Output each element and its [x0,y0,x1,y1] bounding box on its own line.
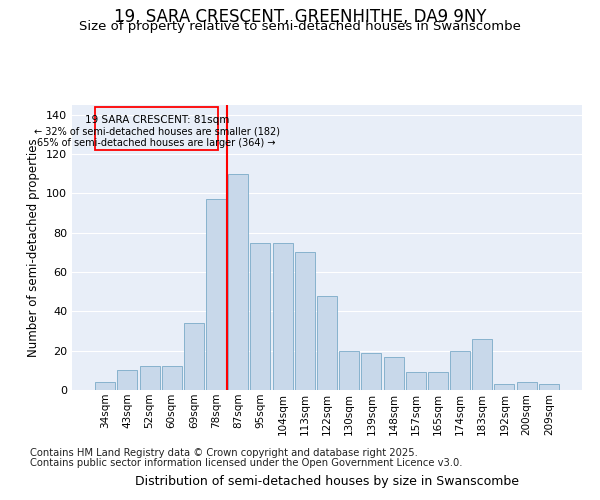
Text: 19, SARA CRESCENT, GREENHITHE, DA9 9NY: 19, SARA CRESCENT, GREENHITHE, DA9 9NY [114,8,486,26]
Bar [250,242,271,390]
Bar [118,370,137,390]
Bar [494,384,514,390]
Text: 65% of semi-detached houses are larger (364) →: 65% of semi-detached houses are larger (… [37,138,276,148]
Text: Size of property relative to semi-detached houses in Swanscombe: Size of property relative to semi-detach… [79,20,521,33]
Bar [383,356,404,390]
Bar [162,366,182,390]
Bar [272,242,293,390]
Bar [361,352,382,390]
Bar [206,200,226,390]
Bar [184,323,204,390]
Y-axis label: Number of semi-detached properties: Number of semi-detached properties [28,138,40,357]
Bar [406,372,426,390]
Bar [339,350,359,390]
Text: Contains HM Land Registry data © Crown copyright and database right 2025.: Contains HM Land Registry data © Crown c… [30,448,418,458]
Bar [472,339,492,390]
Bar [450,350,470,390]
Bar [295,252,315,390]
Text: Distribution of semi-detached houses by size in Swanscombe: Distribution of semi-detached houses by … [135,474,519,488]
Text: Contains public sector information licensed under the Open Government Licence v3: Contains public sector information licen… [30,458,463,468]
Text: ← 32% of semi-detached houses are smaller (182): ← 32% of semi-detached houses are smalle… [34,126,280,136]
Bar [228,174,248,390]
Bar [428,372,448,390]
Bar [95,107,218,150]
Bar [95,382,115,390]
Bar [140,366,160,390]
Bar [517,382,536,390]
Bar [317,296,337,390]
Bar [539,384,559,390]
Text: 19 SARA CRESCENT: 81sqm: 19 SARA CRESCENT: 81sqm [85,115,229,125]
